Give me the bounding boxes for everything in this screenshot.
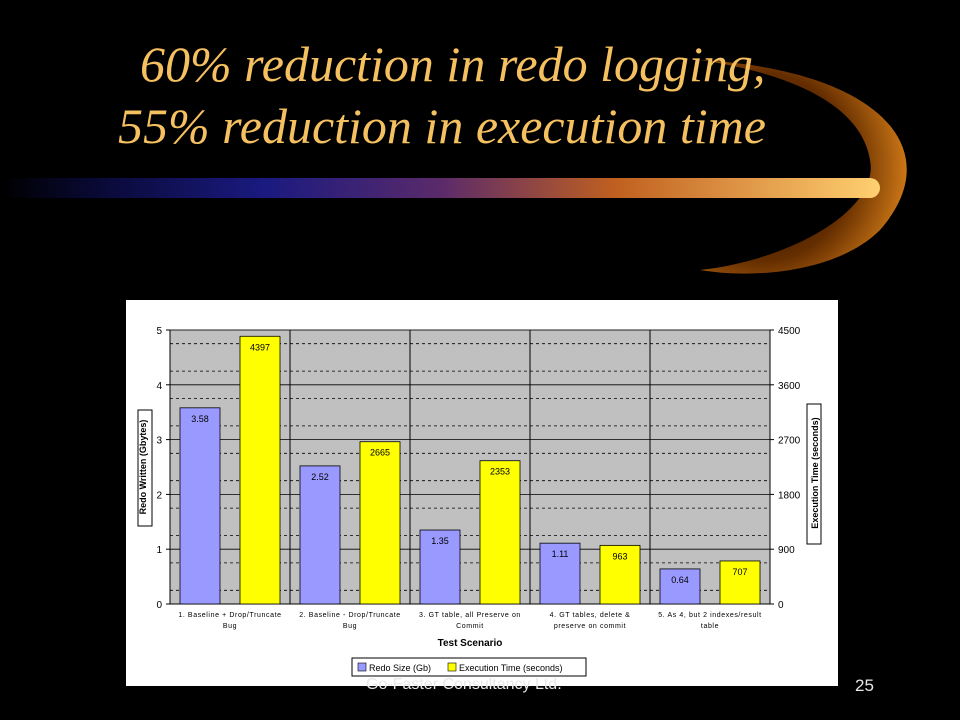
- x-tick-label: table: [701, 623, 719, 630]
- legend-label-redo-size: Redo Size (Gb): [369, 663, 431, 673]
- y-axis-title-left-box: [137, 409, 153, 527]
- legend-swatch-execution-time: [447, 662, 457, 672]
- x-tick-label: 5. As 4, but 2 indexes/result: [658, 612, 761, 619]
- x-tick-label: 4. GT tables, delete &: [550, 612, 631, 619]
- data-label-execution-time: 707: [732, 567, 747, 577]
- footer-company: Go-Faster Consultancy Ltd.: [366, 676, 562, 693]
- y-tick-label-left: 0: [156, 600, 162, 611]
- y-axis-title-right: Execution Time (seconds): [810, 417, 820, 528]
- data-label-redo-size: 1.35: [431, 536, 449, 546]
- slide-title-line2: 55% reduction in execution time: [118, 98, 766, 154]
- y-tick-label-left: 4: [156, 381, 162, 392]
- page-number: 25: [855, 676, 874, 695]
- data-label-redo-size: 1.11: [552, 549, 569, 559]
- x-tick-label: 1. Baseline + Drop/Truncate: [178, 612, 281, 619]
- data-label-execution-time: 2353: [490, 467, 510, 477]
- redo-execution-chart: 0 1 2 3 4 5 0 900 1800 2700 3600 4500 3.58 4397 2.52 26…: [137, 326, 822, 677]
- y-tick-label-right: 1800: [778, 490, 801, 501]
- bar-redo-size: [419, 529, 461, 605]
- y-tick-label-right: 900: [778, 545, 795, 556]
- data-label-redo-size: 3.58: [191, 414, 209, 424]
- x-axis-title: Test Scenario: [438, 638, 503, 649]
- chart-panel: 0 1 2 3 4 5 0 900 1800 2700 3600 4500 3.58 4397 2.52 26…: [126, 300, 838, 686]
- bar-redo-size: [299, 465, 341, 605]
- legend: [351, 657, 587, 677]
- x-tick-label: 3. GT table, all Preserve on: [419, 612, 521, 619]
- bar-execution-time: [599, 544, 641, 605]
- y-axis-title-right-box: [806, 403, 822, 545]
- y-tick-label-left: 1: [156, 545, 162, 556]
- y-tick-label-left: 3: [156, 436, 162, 447]
- x-tick-label: Bug: [343, 623, 357, 630]
- x-tick-label: 2. Baseline - Drop/Truncate: [299, 612, 401, 619]
- bar-execution-time: [359, 441, 401, 605]
- x-tick-label: Commit: [456, 623, 484, 630]
- y-tick-label-left: 5: [156, 326, 162, 337]
- data-label-execution-time: 4397: [250, 342, 270, 352]
- slide-title-line1: 60% reduction in redo logging,: [140, 36, 766, 92]
- bar-execution-time: [239, 335, 281, 605]
- y-tick-label-left: 2: [156, 490, 162, 501]
- data-label-execution-time: 963: [612, 551, 627, 561]
- y-tick-label-right: 4500: [778, 326, 801, 337]
- bar-redo-size: [659, 568, 701, 605]
- legend-label-execution-time: Execution Time (seconds): [459, 663, 563, 673]
- y-tick-label-right: 2700: [778, 436, 801, 447]
- x-tick-label: preserve on commit: [554, 623, 626, 630]
- x-tick-label: Bug: [223, 623, 237, 630]
- y-tick-label-right: 3600: [778, 381, 801, 392]
- bar-execution-time: [479, 460, 521, 605]
- bar-redo-size: [539, 542, 581, 605]
- y-axis-title-left: Redo Written (Gbytes): [138, 420, 148, 515]
- bar-execution-time: [719, 560, 761, 605]
- y-tick-label-right: 0: [778, 600, 784, 611]
- legend-swatch-redo-size: [357, 662, 367, 672]
- title-swoosh-decoration: [0, 60, 907, 274]
- data-label-redo-size: 0.64: [671, 575, 689, 585]
- bar-redo-size: [179, 407, 221, 605]
- data-label-execution-time: 2665: [370, 448, 390, 458]
- data-label-redo-size: 2.52: [311, 472, 329, 482]
